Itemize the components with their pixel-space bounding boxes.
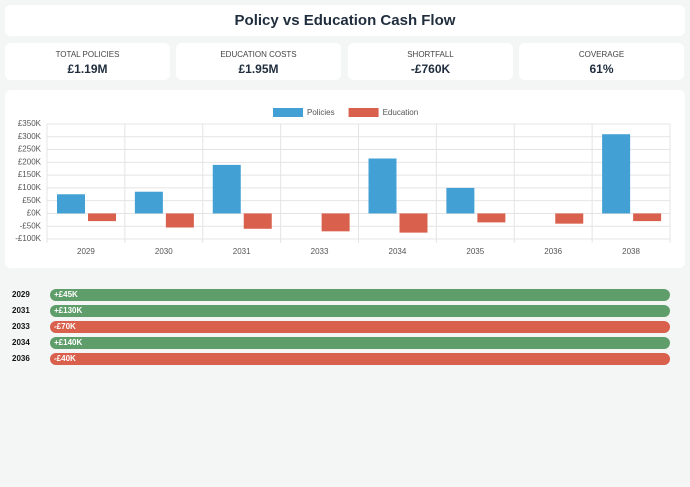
legend-label: Education (383, 108, 419, 117)
net-label: -£70K (54, 322, 76, 331)
legend-label: Policies (307, 108, 335, 117)
kpi-label: TOTAL POLICIES (55, 50, 120, 59)
x-tick-label: 2035 (466, 247, 484, 256)
net-label: -£40K (54, 354, 76, 363)
x-tick-label: 2036 (544, 247, 562, 256)
bar (88, 213, 116, 222)
net-label: +£140K (54, 338, 82, 347)
bar (399, 213, 428, 233)
bar (165, 213, 194, 228)
kpi-value: -£760K (410, 62, 451, 76)
bar (633, 213, 662, 222)
bar (321, 213, 350, 232)
y-tick-label: £350K (18, 119, 42, 128)
kpi-value: £1.95M (238, 62, 279, 76)
chart-card (5, 90, 685, 268)
y-tick-label: £0K (27, 209, 42, 218)
net-year: 2036 (12, 354, 30, 363)
kpi-label: SHORTFALL (407, 50, 454, 59)
y-tick-label: -£100K (15, 234, 41, 243)
kpi-card: TOTAL POLICIES £1.19M (5, 43, 170, 80)
x-tick-label: 2030 (155, 247, 173, 256)
net-bar (50, 305, 670, 317)
y-tick-label: £200K (18, 157, 42, 166)
y-tick-label: £100K (18, 183, 42, 192)
title: Policy vs Education Cash Flow (5, 5, 685, 36)
bar (368, 158, 397, 214)
x-tick-label: 2029 (77, 247, 95, 256)
bar (134, 191, 163, 214)
kpi-card: SHORTFALL -£760K (348, 43, 513, 80)
bar (243, 213, 272, 229)
y-tick-label: £50K (22, 196, 41, 205)
x-tick-label: 2038 (622, 247, 640, 256)
bar (555, 213, 584, 224)
y-tick-label: £250K (18, 145, 42, 154)
net-year: 2034 (12, 338, 30, 347)
kpi-value: £1.19M (67, 62, 108, 76)
bar (602, 134, 631, 214)
legend-swatch (348, 108, 379, 117)
net-year: 2031 (12, 306, 30, 315)
net-year: 2029 (12, 290, 30, 299)
y-tick-label: £150K (18, 170, 42, 179)
net-label: +£130K (54, 306, 82, 315)
bar (477, 213, 506, 223)
y-tick-label: -£50K (20, 221, 42, 230)
x-tick-label: 2033 (311, 247, 329, 256)
kpi-label: EDUCATION COSTS (220, 50, 297, 59)
net-bar (50, 337, 670, 349)
bar (446, 187, 475, 214)
kpi-card: COVERAGE 61% (519, 43, 684, 80)
net-year: 2033 (12, 322, 30, 331)
x-tick-label: 2034 (389, 247, 407, 256)
x-tick-label: 2031 (233, 247, 251, 256)
kpi-card: EDUCATION COSTS £1.95M (176, 43, 341, 80)
y-tick-label: £300K (18, 132, 42, 141)
legend-swatch (273, 108, 303, 117)
bar (57, 194, 85, 214)
net-bar (50, 353, 670, 365)
kpi-label: COVERAGE (578, 50, 625, 59)
net-bar (50, 321, 670, 333)
net-label: +£45K (54, 290, 78, 299)
net-bar (50, 289, 670, 301)
kpi-value: 61% (589, 62, 614, 76)
bar (212, 164, 241, 214)
